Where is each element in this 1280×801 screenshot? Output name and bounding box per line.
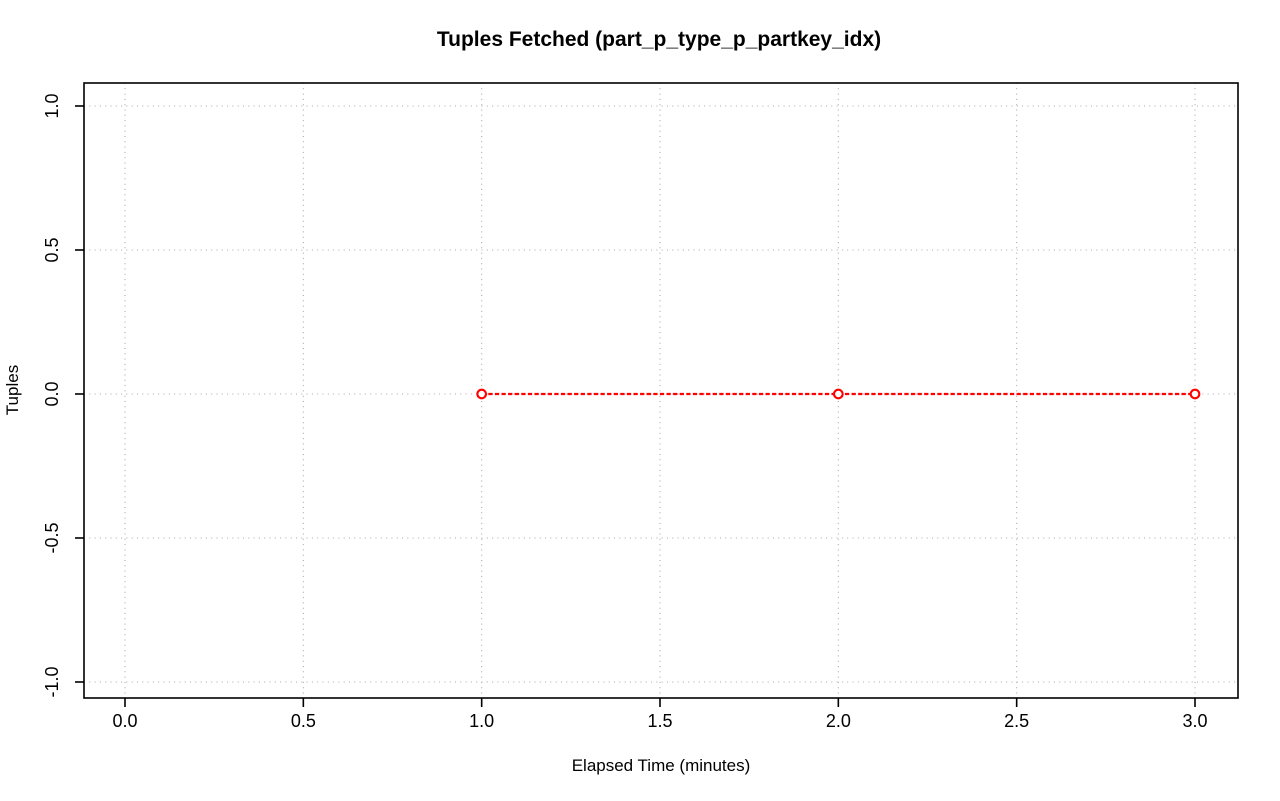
svg-text:2.5: 2.5 — [1004, 711, 1029, 731]
svg-text:1.0: 1.0 — [42, 93, 62, 118]
svg-text:-0.5: -0.5 — [42, 522, 62, 553]
svg-text:0.0: 0.0 — [112, 711, 137, 731]
svg-text:0.5: 0.5 — [291, 711, 316, 731]
svg-text:1.5: 1.5 — [647, 711, 672, 731]
svg-text:3.0: 3.0 — [1182, 711, 1207, 731]
svg-text:-1.0: -1.0 — [42, 666, 62, 697]
svg-text:0.5: 0.5 — [42, 237, 62, 262]
svg-text:Tuples Fetched (part_p_type_p_: Tuples Fetched (part_p_type_p_partkey_id… — [437, 28, 881, 51]
svg-text:Elapsed Time (minutes): Elapsed Time (minutes) — [572, 756, 751, 775]
svg-text:1.0: 1.0 — [469, 711, 494, 731]
svg-text:Tuples: Tuples — [3, 365, 22, 415]
svg-text:0.0: 0.0 — [42, 381, 62, 406]
svg-text:2.0: 2.0 — [826, 711, 851, 731]
